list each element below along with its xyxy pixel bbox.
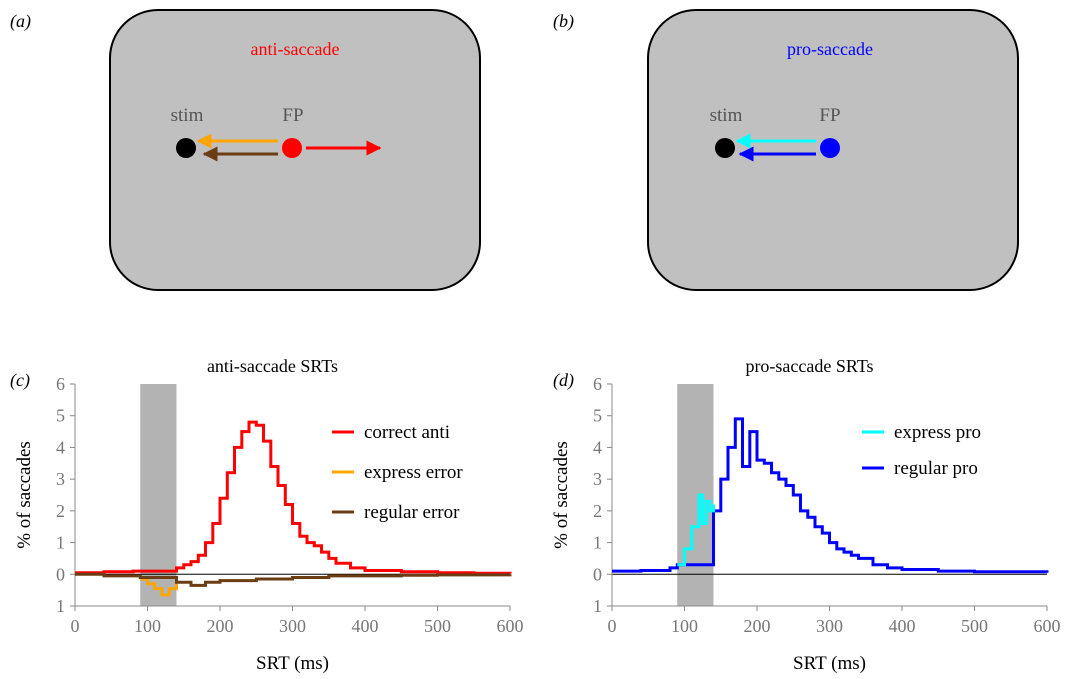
y-tick-label: 1: [593, 596, 602, 616]
y-tick-label: 1: [56, 596, 65, 616]
x-axis-label: SRT (ms): [793, 653, 866, 674]
panel-b: (b) pro-saccade stim FP: [553, 9, 1019, 291]
fp-label-b: FP: [819, 105, 840, 126]
chart-title: anti-saccade SRTs: [207, 356, 338, 376]
y-tick-label: 0: [593, 564, 602, 584]
x-tick-label: 100: [671, 616, 698, 636]
y-tick-label: 2: [593, 501, 602, 521]
panel-label-a: (a): [10, 11, 31, 32]
legend-label: express error: [364, 462, 463, 483]
panel-a: (a) anti-saccade stim FP: [10, 9, 481, 291]
express-pro-series-line: [677, 493, 715, 567]
correct-anti-series-line: [75, 420, 512, 575]
x-tick-label: 500: [961, 616, 988, 636]
x-tick-label: 300: [816, 616, 843, 636]
fp-label-a: FP: [282, 105, 303, 126]
panel-label-d: (d): [553, 370, 574, 391]
y-tick-label: 4: [593, 437, 602, 457]
chart-title: pro-saccade SRTs: [745, 356, 873, 376]
y-axis-label: % of saccades: [14, 441, 35, 549]
regular-pro-series-line: [612, 417, 1049, 574]
y-tick-label: 4: [56, 437, 65, 457]
y-tick-label: 1: [56, 533, 65, 553]
y-tick-label: 0: [56, 564, 65, 584]
y-tick-label: 6: [56, 374, 65, 394]
stimulus-dot-a: [176, 138, 196, 158]
x-tick-label: 0: [71, 616, 80, 636]
fixation-point-a: [282, 138, 302, 158]
legend-label: regular pro: [894, 458, 978, 479]
y-axis-label: % of saccades: [551, 441, 572, 549]
stimulus-dot-b: [715, 138, 735, 158]
y-tick-label: 2: [56, 501, 65, 521]
y-tick-label: 6: [593, 374, 602, 394]
anti-saccade-title: anti-saccade: [251, 39, 340, 59]
x-tick-label: 600: [1034, 616, 1061, 636]
x-tick-label: 400: [889, 616, 916, 636]
express-window-band: [140, 384, 177, 606]
x-tick-label: 100: [134, 616, 161, 636]
express-window-band: [677, 384, 714, 606]
panel-label-c: (c): [10, 370, 30, 391]
y-tick-label: 3: [56, 469, 65, 489]
legend-label: express pro: [894, 422, 981, 443]
y-tick-label: 5: [593, 406, 602, 426]
stim-label-b: stim: [710, 105, 743, 126]
fixation-point-b: [820, 138, 840, 158]
x-tick-label: 500: [424, 616, 451, 636]
panel-label-b: (b): [553, 11, 574, 32]
stim-label-a: stim: [171, 105, 204, 126]
legend-label: regular error: [364, 502, 460, 523]
x-axis-label: SRT (ms): [256, 653, 329, 674]
x-tick-label: 600: [497, 616, 524, 636]
regular-error-series-line: [75, 572, 512, 587]
y-tick-label: 3: [593, 469, 602, 489]
y-tick-label: 5: [56, 406, 65, 426]
express-error-series-line: [140, 577, 178, 597]
legend-label: correct anti: [364, 422, 450, 443]
x-tick-label: 0: [608, 616, 617, 636]
pro-saccade-title: pro-saccade: [787, 39, 873, 59]
x-tick-label: 300: [279, 616, 306, 636]
x-tick-label: 200: [744, 616, 771, 636]
y-tick-label: 1: [593, 533, 602, 553]
x-tick-label: 400: [352, 616, 379, 636]
x-tick-label: 200: [207, 616, 234, 636]
